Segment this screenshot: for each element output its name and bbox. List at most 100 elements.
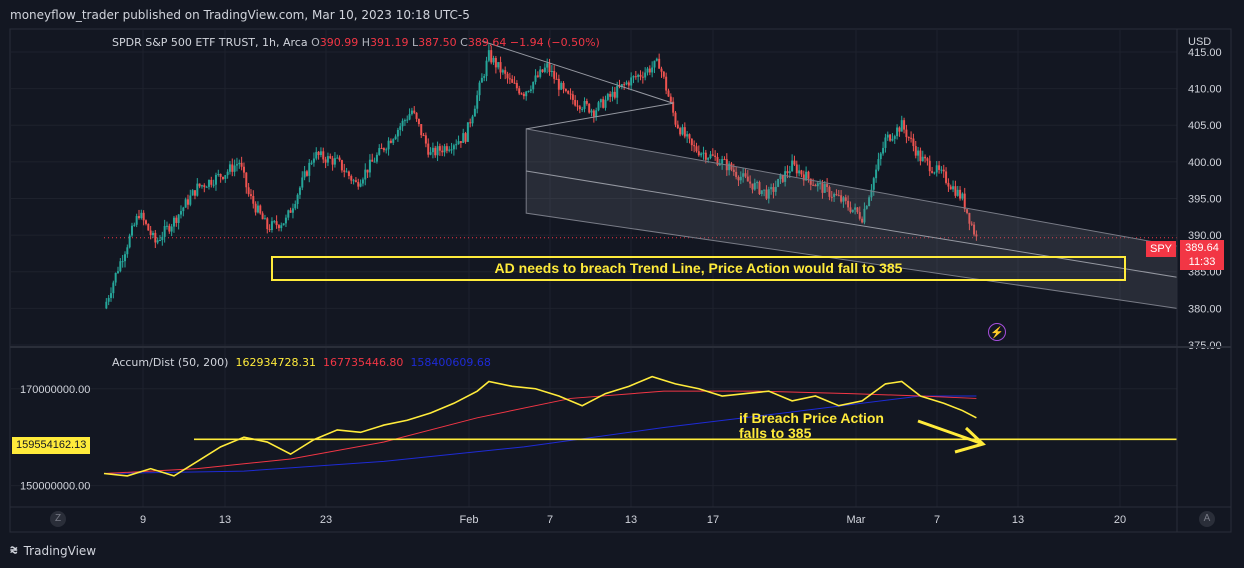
low-label: L — [412, 36, 419, 49]
candle-body — [275, 221, 278, 226]
annotation-note[interactable]: if Breach Price Action falls to 385 — [739, 411, 884, 441]
candle-body — [653, 60, 656, 68]
candle-body — [634, 76, 637, 78]
candle-body — [373, 161, 376, 163]
candle-body — [625, 82, 628, 85]
candle-body — [466, 122, 469, 142]
candle-body — [364, 169, 367, 180]
time-tick-label: 17 — [707, 514, 719, 526]
candle-body — [756, 182, 759, 184]
candle-body — [553, 71, 556, 79]
candle-body — [910, 137, 913, 139]
candle-body — [270, 221, 273, 231]
candle-body — [826, 184, 829, 188]
candle-body — [170, 226, 173, 232]
candle-body — [760, 190, 763, 194]
candle-body — [716, 156, 719, 166]
candle-body — [879, 153, 882, 160]
candle-body — [238, 162, 241, 165]
trend-line — [481, 40, 674, 104]
candle-body — [133, 224, 136, 226]
candle-body — [700, 153, 703, 156]
candle-body — [751, 183, 754, 190]
annotation-box[interactable]: AD needs to breach Trend Line, Price Act… — [271, 256, 1126, 281]
open-value: 390.99 — [319, 36, 359, 49]
low-value: 387.50 — [418, 36, 457, 49]
candle-body — [424, 135, 427, 144]
candle-body — [438, 146, 441, 151]
candle-body — [924, 156, 927, 159]
candle-body — [520, 93, 523, 95]
last-price: 389.64 — [1185, 242, 1219, 254]
candle-body — [884, 137, 887, 148]
candle-body — [954, 186, 957, 196]
indicator-legend: Accum/Dist (50, 200) 162934728.31 167735… — [112, 356, 491, 369]
candle-body — [753, 182, 756, 190]
candle-body — [900, 120, 903, 132]
candle-body — [315, 151, 318, 159]
candle-body — [200, 185, 203, 187]
candle-body — [849, 207, 852, 212]
candle-body — [203, 185, 206, 187]
candle-body — [737, 177, 740, 181]
candle-body — [774, 186, 777, 192]
candle-body — [767, 189, 770, 199]
candle-body — [165, 225, 168, 227]
ad-level-tag: 159554162.13 — [12, 437, 91, 454]
open-label: O — [311, 36, 320, 49]
candle-body — [704, 152, 707, 160]
candle-body — [597, 102, 600, 111]
candle-body — [359, 183, 362, 187]
zoom-icon[interactable]: Z — [50, 511, 66, 527]
candle-body — [354, 180, 357, 182]
candle-body — [431, 147, 434, 153]
lightning-icon[interactable]: ⚡ — [988, 323, 1006, 341]
candle-body — [261, 213, 264, 220]
candle-body — [387, 140, 390, 150]
candle-body — [121, 261, 124, 263]
candle-body — [786, 171, 789, 174]
candle-body — [312, 158, 315, 163]
candle-body — [609, 93, 612, 97]
candle-body — [361, 179, 364, 184]
candle-body — [777, 179, 780, 187]
price-tick-label: 410.00 — [1188, 84, 1222, 96]
candle-body — [177, 214, 180, 223]
candle-body — [490, 50, 493, 63]
candle-body — [380, 148, 383, 150]
candle-body — [114, 272, 117, 283]
candle-body — [952, 186, 955, 190]
candle-body — [289, 210, 292, 213]
candle-body — [392, 139, 395, 143]
candle-body — [224, 175, 227, 179]
candle-body — [389, 140, 392, 143]
candle-body — [702, 152, 705, 154]
candle-body — [940, 169, 943, 171]
candle-body — [567, 91, 570, 94]
candle-body — [905, 129, 908, 138]
candle-body — [226, 171, 229, 176]
candle-body — [564, 88, 567, 92]
candle-body — [949, 186, 952, 190]
annotation-note-line2: falls to 385 — [739, 425, 812, 441]
candle-body — [366, 169, 369, 173]
candle-body — [417, 118, 420, 125]
candle-body — [686, 134, 689, 137]
candle-body — [233, 165, 236, 172]
candle-body — [912, 138, 915, 147]
candle-body — [518, 88, 521, 94]
candle-body — [644, 72, 647, 78]
auto-scale-icon[interactable]: A — [1199, 511, 1215, 527]
candle-body — [151, 232, 154, 236]
candle-body — [798, 170, 801, 174]
candle-body — [546, 63, 549, 68]
candle-body — [928, 160, 931, 172]
candle-body — [441, 150, 444, 153]
candle-body — [217, 173, 220, 175]
candle-body — [189, 195, 192, 205]
candle-body — [452, 145, 455, 150]
candle-body — [746, 176, 749, 182]
candle-body — [338, 157, 341, 161]
candle-body — [821, 183, 824, 193]
